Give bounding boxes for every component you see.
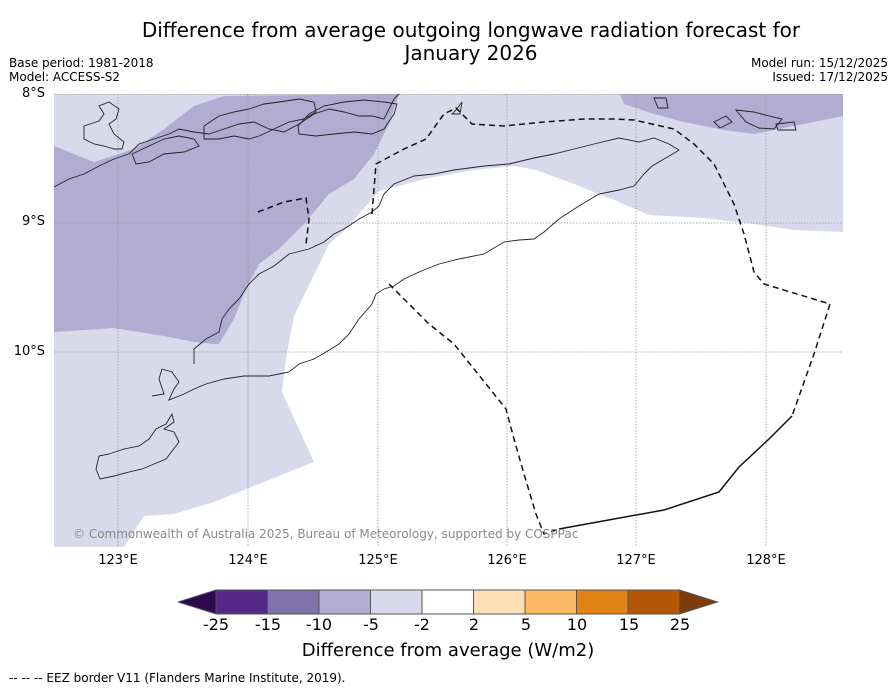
colorbar-tick: 10 bbox=[566, 615, 588, 634]
meta-left: Base period: 1981-2018 Model: ACCESS-S2 bbox=[9, 56, 154, 84]
title-line-1: Difference from average outgoing longwav… bbox=[141, 18, 801, 42]
eez-border-solid bbox=[558, 415, 793, 530]
colorbar-tick: -2 bbox=[414, 615, 430, 634]
colorbar-tick: 5 bbox=[520, 615, 532, 634]
gridlines bbox=[54, 94, 843, 547]
colorbar-bin bbox=[370, 589, 423, 615]
title-line-2: January 2026 bbox=[404, 41, 538, 65]
colorbar-tick: 15 bbox=[618, 615, 640, 634]
colorbar-bin bbox=[473, 589, 526, 615]
anomaly-region-mid-west bbox=[54, 94, 399, 344]
colorbar-tick: 25 bbox=[669, 615, 691, 634]
base-period: Base period: 1981-2018 bbox=[9, 56, 154, 70]
lat-label-9s: 9°S bbox=[21, 214, 45, 229]
coastline-island-flores bbox=[131, 135, 200, 165]
map-canvas bbox=[54, 94, 843, 547]
issued-date: Issued: 17/12/2025 bbox=[772, 70, 888, 84]
coastline-island-east-4 bbox=[775, 121, 797, 131]
colorbar-tick: -15 bbox=[254, 615, 282, 634]
colorbar-tick: -10 bbox=[305, 615, 333, 634]
colorbar-tick: 2 bbox=[468, 615, 480, 634]
colorbar-bin bbox=[627, 589, 680, 615]
lon-label-127e: 127°E bbox=[616, 553, 656, 568]
coastline-island-wetar bbox=[297, 99, 398, 137]
eez-border bbox=[257, 107, 831, 535]
colorbar-bin bbox=[524, 589, 577, 615]
eez-border-south bbox=[388, 283, 560, 535]
coastline-island-east-1 bbox=[653, 97, 669, 109]
coastline-timor-north bbox=[54, 94, 400, 188]
meta-right: Model run: 15/12/2025 Issued: 17/12/2025 bbox=[751, 56, 888, 84]
coastline-island-central bbox=[203, 98, 317, 140]
coastline-timor-main bbox=[193, 137, 680, 364]
coastline-north-australia bbox=[151, 293, 377, 401]
model-name: Model: ACCESS-S2 bbox=[9, 70, 121, 84]
colorbar-bin bbox=[267, 589, 320, 615]
colorbar-bin bbox=[318, 589, 371, 615]
lon-label-124e: 124°E bbox=[228, 553, 268, 568]
coastline-peninsula-sw bbox=[95, 412, 180, 480]
colorbar-bin bbox=[215, 589, 268, 615]
colorbar-bin bbox=[576, 589, 629, 615]
eez-border-timor bbox=[257, 197, 310, 245]
copyright-notice: © Commonwealth of Australia 2025, Bureau… bbox=[73, 527, 579, 541]
lon-label-126e: 126°E bbox=[487, 553, 527, 568]
lat-label-8s: 8°S bbox=[21, 86, 45, 101]
colorbar-over-arrow bbox=[679, 589, 720, 615]
model-run: Model run: 15/12/2025 bbox=[750, 56, 888, 70]
eez-border-north bbox=[371, 107, 831, 417]
colorbar-under-arrow bbox=[178, 589, 217, 615]
colorbar bbox=[178, 589, 720, 615]
coastlines bbox=[54, 94, 797, 480]
coastline-island-central-small bbox=[450, 101, 463, 115]
colorbar-bin bbox=[421, 589, 474, 615]
coastline-island-nw bbox=[83, 101, 125, 150]
colorbar-label: Difference from average (W/m2) bbox=[301, 640, 595, 661]
colorbar-tick: -25 bbox=[202, 615, 230, 634]
chart-title: Difference from average outgoing longwav… bbox=[0, 19, 896, 65]
lon-label-128e: 128°E bbox=[746, 553, 786, 568]
colorbar-tick: -5 bbox=[363, 615, 379, 634]
lon-label-123e: 123°E bbox=[98, 553, 138, 568]
lat-label-10s: 10°S bbox=[13, 344, 45, 359]
lon-label-125e: 125°E bbox=[358, 553, 398, 568]
eez-footnote: -- -- -- EEZ border V11 (Flanders Marine… bbox=[9, 671, 346, 685]
anomaly-region-mid-east bbox=[620, 94, 843, 134]
coastline-island-east-2 bbox=[713, 115, 733, 129]
